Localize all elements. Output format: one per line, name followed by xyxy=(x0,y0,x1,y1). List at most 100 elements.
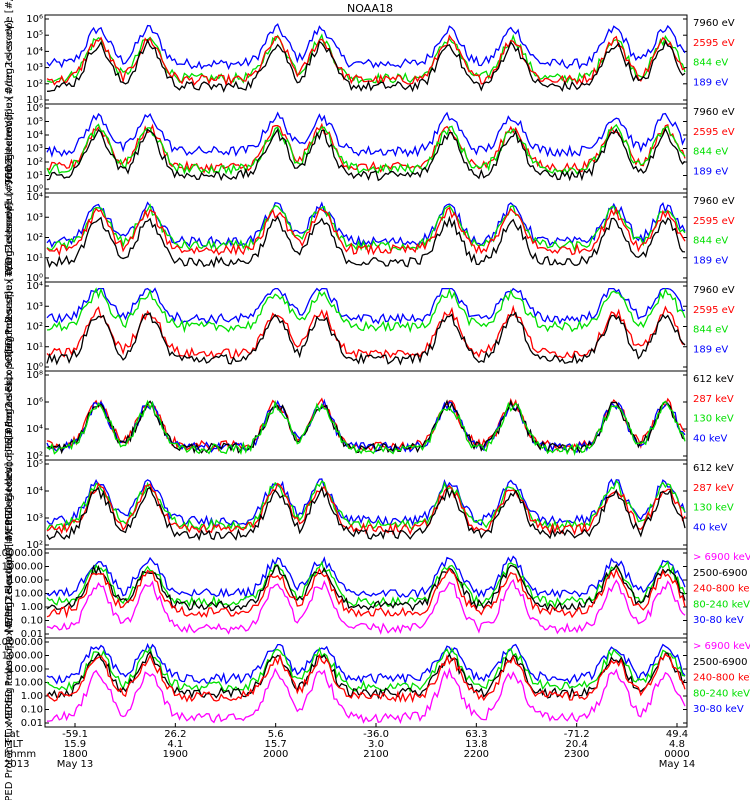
panel-8: 0.01 0.10 1.00 10.00 100.00 1000.00 10000.00ME… xyxy=(0,548,750,800)
y-tick-label: 0.10 xyxy=(21,705,43,716)
legend-entry: 2595 eV xyxy=(693,38,735,49)
series-line-2595-ev xyxy=(46,304,686,360)
legend-entry: 189 eV xyxy=(693,77,728,88)
x-tick-label: -36.0 xyxy=(363,729,389,740)
series-line-2595-ev xyxy=(46,206,686,257)
y-tick-label: 10⁰ xyxy=(26,184,43,195)
legend-entry: 7960 eV xyxy=(693,18,735,29)
legend-entry: 189 eV xyxy=(693,344,728,355)
x-tick-label: -71.2 xyxy=(564,729,590,740)
panel-frame xyxy=(44,459,688,550)
y-tick-label: 10⁶ xyxy=(26,103,43,114)
y-tick-label: 10⁵ xyxy=(26,459,43,470)
x-row-label: Lat xyxy=(4,729,20,740)
series-line-30-80-kev xyxy=(46,642,686,686)
x-tick-label: 26.2 xyxy=(164,729,186,740)
legend-entry: 844 eV xyxy=(693,147,728,158)
series-line-130-kev xyxy=(46,399,686,457)
panel-2: 10⁰ 10¹ 10² 10³ 10⁴ 10⁵ 10⁶ TED Electron Flux 9… xyxy=(4,20,735,278)
y-tick-label: 10³ xyxy=(26,513,43,524)
y-tick-label: 10⁶ xyxy=(26,397,43,408)
x-tick-label: 15.7 xyxy=(265,739,287,750)
x-tick-label: 2300 xyxy=(564,749,589,760)
series-line-240-800-ke xyxy=(46,567,686,619)
y-tick-label: 100.00 xyxy=(8,664,43,675)
series-line-844-ev xyxy=(46,203,686,253)
x-tick-label: 4.1 xyxy=(167,739,183,750)
y-axis-label: TED Proton Flux 90deg telescope [#/cm2-s… xyxy=(4,202,15,451)
legend-entry: 130 keV xyxy=(693,414,734,425)
y-tick-label: 10² xyxy=(26,322,43,333)
series-line-612-kev xyxy=(46,485,686,541)
y-tick-label: 10³ xyxy=(26,63,43,74)
y-tick-label: 0.01 xyxy=(21,629,43,640)
legend-entry: 240-800 ke xyxy=(693,584,750,595)
x-tick-label: 4.8 xyxy=(669,739,685,750)
y-tick-label: 10⁴ xyxy=(26,130,43,141)
y-axis-label: TED Electron Flux 0deg telescope [#/cm2-… xyxy=(4,0,15,186)
y-tick-label: 10² xyxy=(26,540,43,551)
y-tick-label: 1.00 xyxy=(21,602,43,613)
y-tick-label: 10¹ xyxy=(26,342,43,353)
x-tick-label: 63.3 xyxy=(465,729,487,740)
y-tick-label: 10³ xyxy=(26,144,43,155)
series-line-189-ev xyxy=(46,201,686,249)
y-axis-label: MEPED Proton Flux 90deg telescope [#/cm2… xyxy=(4,548,15,800)
legend-entry: 2595 eV xyxy=(693,305,735,316)
legend-entry: 189 eV xyxy=(693,166,728,177)
y-axis-label: MEPED Proton Flux 0deg telescope [#/cm2-… xyxy=(4,463,15,725)
y-tick-label: 100.00 xyxy=(8,575,43,586)
series-line-7960-ev xyxy=(46,127,686,182)
series-line-30-80-kev xyxy=(46,555,686,600)
legend-entry: > 6900 keV xyxy=(693,552,750,563)
y-tick-label: 10.00 xyxy=(14,678,43,689)
series-line-844-ev xyxy=(46,287,686,334)
series-line-844-ev xyxy=(46,33,686,85)
series-line-240-800-kev xyxy=(46,653,686,704)
x-tick-label: -59.1 xyxy=(62,729,88,740)
series-line-7960-ev xyxy=(46,311,686,366)
y-axis-label: TED Proton Flux 0deg telescope [#/cm2-s-… xyxy=(4,117,15,360)
y-axis-label: MEPED Electron Flux 0deg telescope [#/cm… xyxy=(4,291,15,540)
series-line-189-ev xyxy=(46,287,686,325)
x-tick-label: 20.4 xyxy=(566,739,588,750)
legend-entry: 287 keV xyxy=(693,394,734,405)
series-line--6900-kev xyxy=(46,667,686,725)
x-tick-label: 15.9 xyxy=(64,739,86,750)
x-tick-label: 2000 xyxy=(263,749,288,760)
panel-3: 10⁰ 10¹ 10² 10³ 10⁴ TED Proton Flux 0deg tele… xyxy=(4,117,735,360)
y-axis-label: MEPED Electron Flux 90deg telescope [#/c… xyxy=(4,377,15,633)
legend-entry: 844 eV xyxy=(693,325,728,336)
series-line-287-kev xyxy=(46,482,686,536)
legend-entry: 287 keV xyxy=(693,483,734,494)
legend-entry: 80-240 keV xyxy=(693,688,750,699)
y-tick-label: 10² xyxy=(26,451,43,462)
legend-entry: 612 keV xyxy=(693,463,734,474)
series-line-2500-6900 xyxy=(46,650,686,700)
x-tick-label: 2100 xyxy=(363,749,388,760)
legend-entry: 612 keV xyxy=(693,374,734,385)
y-tick-label: 10¹ xyxy=(26,171,43,182)
y-tick-label: 10⁵ xyxy=(26,30,43,41)
y-tick-label: 10⁵ xyxy=(26,117,43,128)
y-tick-label: 10⁶ xyxy=(26,14,43,25)
panel-7: 0.01 0.10 1.00 10.00 100.00 1000.00 10000.00ME… xyxy=(0,463,750,725)
y-tick-label: 10⁴ xyxy=(26,281,43,292)
legend-entry: 40 keV xyxy=(693,433,727,444)
legend-entry: 844 eV xyxy=(693,236,728,247)
legend-entry: 80-240 keV xyxy=(693,599,750,610)
y-tick-label: 0.10 xyxy=(21,616,43,627)
x-tick-label: 13.8 xyxy=(465,739,487,750)
legend-entry: 7960 eV xyxy=(693,196,735,207)
y-tick-label: 10⁴ xyxy=(26,46,43,57)
y-tick-label: 10³ xyxy=(26,301,43,312)
x-row-label: MLT xyxy=(4,739,24,750)
x-tick-label: May 13 xyxy=(57,759,94,770)
legend-entry: 240-800 keV xyxy=(693,673,750,684)
y-axis-label: TED Electron Flux 90deg telescope [#/cm2… xyxy=(4,20,15,278)
y-tick-label: 10⁰ xyxy=(26,273,43,284)
x-tick-label: May 14 xyxy=(659,759,696,770)
panel-5: 10² 10⁴ 10⁶ 10⁸ MEPED Electron Flux 0deg tel… xyxy=(4,291,734,540)
